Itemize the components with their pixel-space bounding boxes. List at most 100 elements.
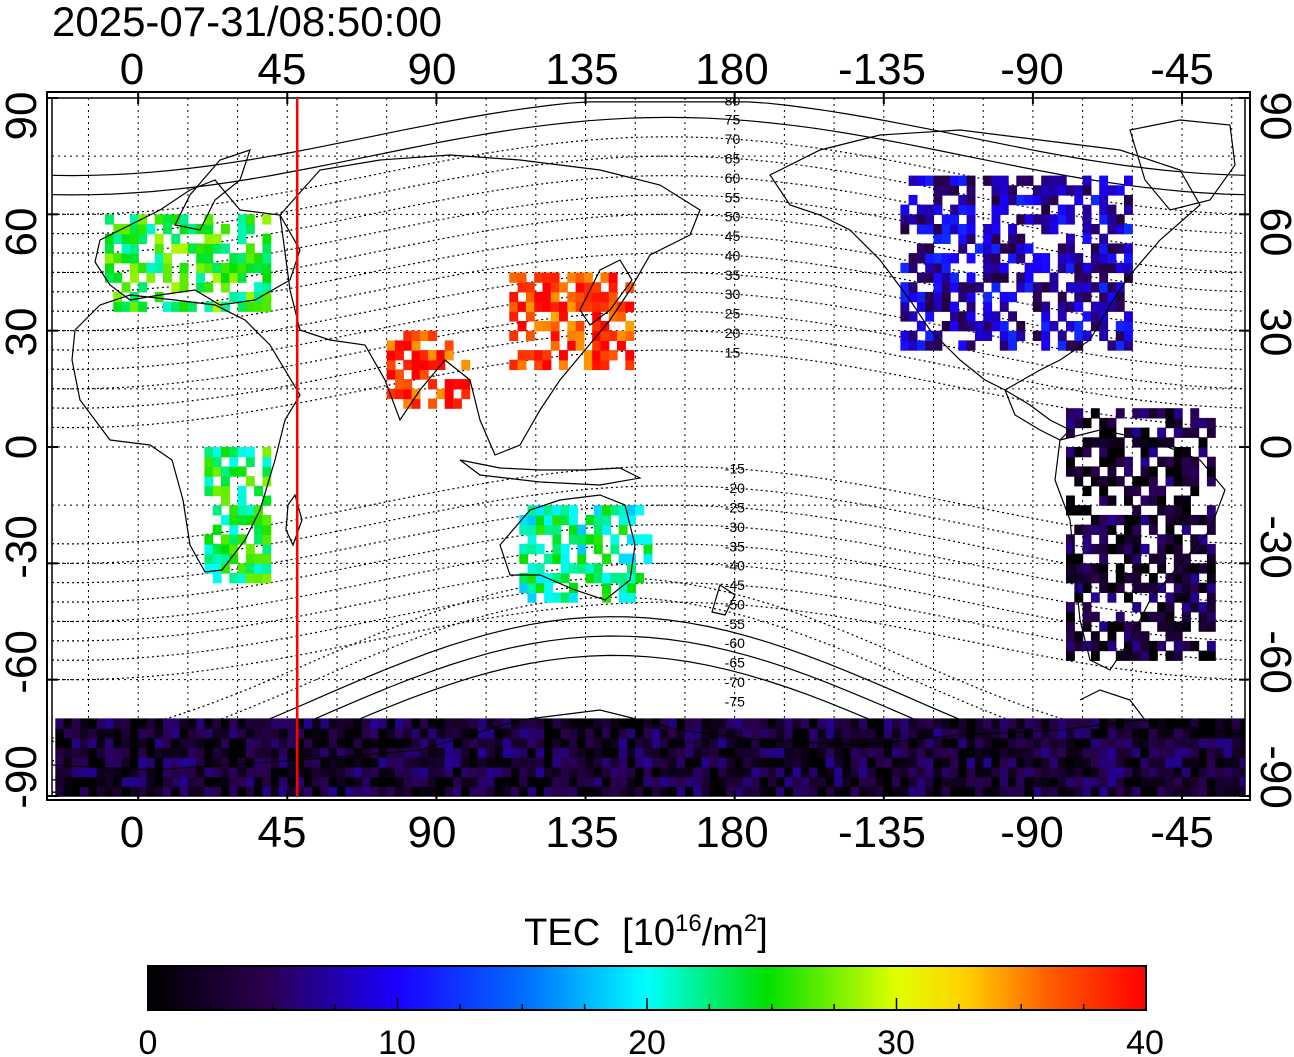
tec-cell — [229, 786, 239, 796]
tec-cell — [113, 786, 123, 796]
tec-cell — [1074, 330, 1084, 341]
tec-cell — [734, 757, 744, 768]
tec-cell — [983, 786, 993, 796]
tec-cell — [908, 747, 918, 758]
tec-cell — [974, 282, 984, 293]
tec-cell — [1190, 466, 1200, 477]
tec-cell — [105, 214, 114, 225]
tec-cell — [171, 282, 181, 293]
tec-cell — [1165, 408, 1175, 419]
tec-cell — [709, 718, 719, 729]
magnetic-latitude-label: -40 — [725, 558, 745, 574]
tec-cell — [527, 534, 537, 545]
tec-cell — [1115, 330, 1125, 341]
tec-cell — [63, 737, 73, 749]
tec-cell — [328, 766, 338, 778]
tec-cell — [171, 737, 181, 749]
tec-cell — [154, 728, 164, 739]
tec-cell — [1090, 640, 1100, 652]
tec-cell — [559, 282, 568, 293]
tec-cell — [403, 786, 413, 796]
tec-cell — [221, 224, 230, 235]
tec-cell — [237, 747, 247, 758]
tec-cell — [345, 766, 355, 778]
tec-cell — [1099, 291, 1109, 303]
tec-cell — [958, 321, 968, 332]
tec-cell — [1099, 534, 1109, 545]
tec-cell — [1008, 747, 1017, 758]
tec-cell — [999, 185, 1009, 196]
tec-cell — [1074, 466, 1084, 477]
tec-cell — [1099, 573, 1109, 584]
tec-cell — [767, 766, 777, 778]
tec-cell — [328, 786, 338, 796]
tec-cell — [1074, 301, 1084, 312]
tec-cell — [453, 728, 462, 739]
tec-cell — [1206, 766, 1216, 778]
tec-cell — [759, 718, 769, 729]
tec-cell — [1206, 476, 1216, 487]
tec-cell — [254, 282, 263, 293]
tec-cell — [221, 243, 230, 254]
tec-cell — [1124, 466, 1133, 477]
tec-cell — [560, 786, 570, 796]
tec-cell — [1008, 224, 1017, 235]
tec-cell — [560, 766, 570, 778]
tec-cell — [1148, 776, 1158, 787]
tec-cell — [858, 786, 868, 796]
tec-cell — [204, 224, 214, 235]
tec-cell — [1132, 563, 1142, 574]
tec-cell — [1165, 602, 1175, 613]
tec-cell — [600, 291, 610, 303]
tec-cell — [941, 233, 951, 244]
tec-cell — [411, 728, 421, 739]
tec-cell — [221, 495, 230, 506]
tec-cell — [527, 757, 537, 768]
tec-cell — [1165, 456, 1175, 467]
tec-cell — [602, 582, 611, 593]
tec-cell — [386, 728, 396, 739]
tec-cell — [428, 398, 437, 409]
tec-cell — [1173, 553, 1183, 564]
tec-cell — [1099, 621, 1109, 632]
tec-cell — [1008, 233, 1017, 244]
tec-cell — [453, 766, 462, 778]
tec-cell — [212, 757, 222, 768]
tec-cell — [726, 747, 736, 758]
tec-cell — [146, 718, 156, 729]
tec-cell — [395, 747, 404, 758]
tec-cell — [585, 514, 595, 526]
tec-cell — [403, 388, 413, 400]
tec-cell — [179, 214, 189, 225]
tec-cell — [129, 224, 139, 235]
tec-cell — [608, 301, 618, 312]
lat-tick-label: 30 — [1251, 308, 1294, 357]
tec-cell — [567, 340, 577, 351]
tec-cell — [542, 321, 552, 332]
tec-cell — [1066, 214, 1075, 225]
tec-cell — [1165, 766, 1175, 778]
tec-cell — [1099, 194, 1109, 206]
tec-cell — [643, 534, 653, 545]
tec-cell — [287, 718, 297, 729]
tec-cell — [1082, 602, 1092, 613]
tec-cell — [88, 786, 98, 796]
tec-cell — [908, 253, 918, 264]
tec-cell — [742, 718, 752, 729]
tec-cell — [361, 776, 371, 787]
tec-cell — [395, 340, 404, 351]
tec-cell — [121, 766, 131, 778]
tec-cell — [279, 737, 288, 749]
tec-cell — [353, 737, 363, 749]
tec-cell — [966, 340, 976, 351]
tec-cell — [1032, 291, 1042, 303]
tec-cell — [983, 776, 993, 787]
tec-cell — [1198, 534, 1208, 545]
tec-cell — [411, 350, 421, 361]
tec-cell — [693, 776, 703, 787]
tec-cell — [1124, 194, 1133, 206]
tec-cell — [676, 776, 686, 787]
tec-cell — [834, 737, 843, 749]
tec-cell — [221, 272, 230, 283]
tec-cell — [477, 747, 487, 758]
